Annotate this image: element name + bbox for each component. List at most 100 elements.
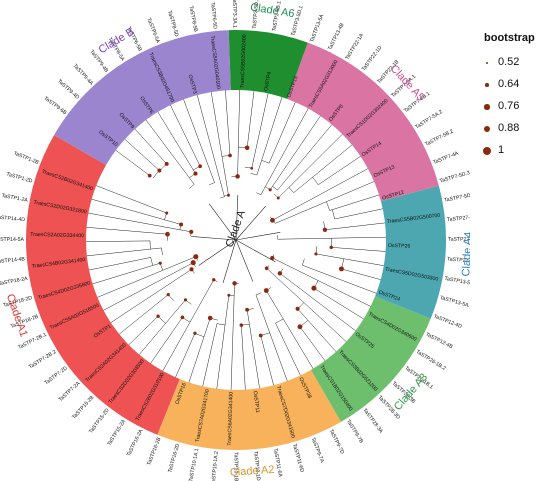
root-branch [235,195,239,241]
bootstrap-dot [295,306,300,311]
branch-arc [261,160,270,164]
bootstrap-dot [165,231,170,237]
tip-label: TaSTP13-5A [309,13,325,43]
branch [92,262,161,285]
legend-row: 0.52 [476,52,548,74]
tip-label: TaSTP7-2A [58,380,82,403]
tip-label: TaSTP28-3A [361,407,384,434]
branch-arc [220,196,225,199]
branch [157,111,196,174]
tip-label: TaSTP26-1B.2 [415,349,447,372]
branch [277,236,386,240]
legend-title: bootstrap [484,32,535,44]
branch [216,295,230,389]
tip-label: TaSTP12-4B [424,332,454,351]
tip-label: TaSTP13-5A.1 [439,295,470,310]
legend-row: 0.88 [476,118,548,140]
bootstrap-dot [180,315,185,320]
tip-label: TaSTP7-4A [432,150,459,165]
branch [341,268,381,280]
legend-row: 1 [476,140,548,162]
inner-label: TraesCS5B02G002400 [240,34,248,88]
tip-label: TaSTP8-5B [187,5,198,33]
tip-label: TaSTP16-2A [126,428,145,457]
bootstrap-dot [258,333,263,338]
tip-label: TaSTP7-5D.1 [444,192,470,204]
tip-label: TaSTP14-4B [0,256,26,265]
tip-label: TaSTP14-4D [0,214,25,223]
bootstrap-dot [228,153,232,158]
bootstrap-dot [232,281,237,286]
branch [266,290,314,369]
branch [88,212,192,233]
branch-arc [216,323,226,326]
branch-arc [288,187,294,193]
branch-arc [331,209,335,220]
bootstrap-dot [311,285,317,291]
tip-label: TaSTP27-1A [447,214,470,223]
tip-label: TaSTP18-2A [0,276,29,287]
bootstrap-dot [193,171,198,176]
clade-sector-6 [54,30,231,165]
tree-branches [86,90,386,390]
tip-label: TaSTP1-2A [1,193,29,204]
legend-dot [485,83,489,87]
branch [88,257,151,271]
bootstrap-dot [276,196,280,200]
branch [188,317,211,383]
tip-label: TaSTP3-5D.2 [252,0,261,29]
inner-label: TraesCS2A02G334400 [30,232,84,239]
branch [318,156,361,185]
branch [246,309,260,389]
branch [255,294,288,382]
clade-sector-2 [311,296,431,422]
branch [237,90,240,177]
legend-label: 0.52 [498,56,520,68]
tip-label: TaSTP7-2B.2 [28,349,58,370]
bootstrap-dot [193,331,197,335]
branch [275,322,301,376]
bootstrap-dot [212,278,216,282]
clade-label: Clade A3 [392,371,430,413]
branch [134,128,167,165]
tip-label: TaSTP8-5D [166,10,179,38]
tip-label: TaSTP9-4A [72,63,95,87]
branch [278,134,343,199]
tip-label: TaSTP9-7B [345,419,364,445]
tip-label: TaSTP7-5B.2 [424,129,454,148]
tip-label: TaSTP7-5A.2 [414,109,443,130]
branch-arc [189,184,195,189]
tip-label: TaSTP16-2B [146,436,162,466]
legend-dot [484,104,490,110]
tip-label: TaSTP11-6D [291,443,305,473]
tip-label: TaSTP27-1D [447,256,470,265]
tip-label: TaSTP10-1B [233,452,239,481]
branch [183,99,215,183]
tip-label: TaSTP9-6B [43,96,68,117]
tip-label: TaSTP6-5D [209,2,218,30]
inner-label: OsSTP12 [381,190,404,202]
legend-label: 0.76 [498,100,520,112]
bootstrap-dot [156,314,160,318]
tip-label: TaSTP9-7D [328,429,345,456]
bootstrap-dot [158,261,162,265]
branch [175,333,196,378]
branch [275,181,375,224]
bootstrap-dot [157,168,162,173]
bootstrap-dot [189,229,194,234]
tip-label: TaSTP22-1D [361,45,384,73]
inner-label: OsSTP4 [263,71,273,92]
bootstrap-dot [183,298,188,302]
bootstrap-dot [164,161,169,166]
clade-sector-3 [375,185,447,319]
bootstrap-dot [270,217,275,223]
branch [331,247,386,252]
branch [246,91,255,148]
branch [110,269,192,323]
bootstrap-dot [339,266,344,272]
branch [86,227,168,235]
branch [230,283,235,390]
branch [279,273,356,331]
branch [97,256,196,298]
legend-dot [482,146,492,156]
